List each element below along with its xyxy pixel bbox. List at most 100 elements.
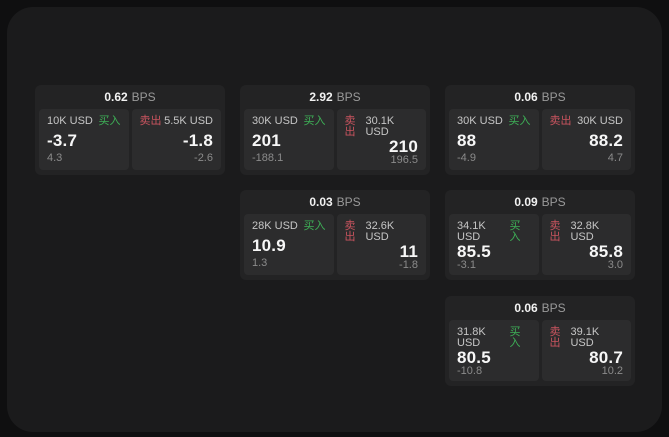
bps-value: 0.06 <box>514 301 538 315</box>
sell-side-label: 卖出 <box>139 115 162 127</box>
sell-panel[interactable]: 卖出 30.1K USD 210 196.5 <box>336 109 426 170</box>
sell-panel[interactable]: 卖出 30K USD 88.2 4.7 <box>541 109 631 170</box>
sell-panel-top: 卖出 5.5K USD <box>140 116 214 127</box>
sell-side-label: 卖出 <box>549 115 572 127</box>
buy-side-label: 买入 <box>509 326 521 349</box>
sell-amount: 30.1K USD <box>365 115 395 138</box>
buy-amount: 34.1K USD <box>457 220 486 243</box>
buy-side-label: 买入 <box>509 220 521 243</box>
bps-unit-label: BPS <box>541 301 566 315</box>
buy-delta: -188.1 <box>252 152 284 164</box>
sell-side-label: 卖出 <box>344 115 356 138</box>
sell-price: 80.7 <box>589 348 623 367</box>
buy-amount: 31.8K USD <box>457 326 486 349</box>
sell-delta: 10.2 <box>601 365 623 377</box>
card-header: 0.09 BPS <box>445 190 635 214</box>
sell-panel[interactable]: 卖出 5.5K USD -1.8 -2.6 <box>131 109 221 170</box>
quote-card: 0.06 BPS 31.8K USD 买入 80.5 -10.8 卖出 39.1… <box>445 296 635 386</box>
sell-panel-top: 卖出 39.1K USD <box>550 327 624 349</box>
sell-panel-top: 卖出 32.6K USD <box>345 221 419 243</box>
buy-panel[interactable]: 34.1K USD 买入 85.5 -3.1 <box>449 214 539 275</box>
buy-price: -3.7 <box>47 130 78 150</box>
bps-value: 0.09 <box>514 195 538 209</box>
quote-card: 0.06 BPS 30K USD 买入 88 -4.9 卖出 30K USD 8… <box>445 85 635 175</box>
buy-delta: -3.1 <box>457 259 476 271</box>
sell-side-label: 卖出 <box>549 220 561 243</box>
buy-side-label: 买入 <box>303 220 326 232</box>
buy-amount: 30K USD <box>252 115 298 127</box>
buy-price: 201 <box>252 130 281 150</box>
quote-panels: 30K USD 买入 201 -188.1 卖出 30.1K USD 210 1… <box>244 109 426 170</box>
buy-side-label: 买入 <box>508 115 531 127</box>
sell-amount: 30K USD <box>577 115 623 127</box>
buy-amount: 28K USD <box>252 220 298 232</box>
buy-panel-top: 10K USD 买入 <box>47 116 121 127</box>
sell-delta: -1.8 <box>399 259 418 271</box>
buy-amount: 10K USD <box>47 115 93 127</box>
app-window: 0.62 BPS 10K USD 买入 -3.7 4.3 卖出 5.5K USD… <box>7 7 662 432</box>
buy-panel[interactable]: 30K USD 买入 88 -4.9 <box>449 109 539 170</box>
buy-panel-top: 30K USD 买入 <box>252 116 326 127</box>
bps-value: 0.03 <box>309 195 333 209</box>
buy-delta: -10.8 <box>457 365 483 377</box>
buy-panel[interactable]: 10K USD 买入 -3.7 4.3 <box>39 109 129 170</box>
sell-delta: 3.0 <box>607 259 623 271</box>
bps-unit-label: BPS <box>541 195 566 209</box>
sell-price: 11 <box>399 242 418 261</box>
sell-price: 210 <box>389 137 418 156</box>
card-header: 0.06 BPS <box>445 296 635 320</box>
sell-price: 88.2 <box>589 130 623 150</box>
sell-panel-top: 卖出 30.1K USD <box>345 116 419 138</box>
buy-price: 88 <box>457 130 477 150</box>
quote-card: 0.03 BPS 28K USD 买入 10.9 1.3 卖出 32.6K US… <box>240 190 430 280</box>
sell-amount: 39.1K USD <box>570 326 600 349</box>
bps-unit-label: BPS <box>541 90 566 104</box>
sell-delta: 4.7 <box>607 152 623 164</box>
bps-value: 0.62 <box>104 90 128 104</box>
quote-card: 0.09 BPS 34.1K USD 买入 85.5 -3.1 卖出 32.8K… <box>445 190 635 280</box>
sell-amount: 32.6K USD <box>365 220 395 243</box>
buy-delta: -4.9 <box>457 152 476 164</box>
buy-panel[interactable]: 28K USD 买入 10.9 1.3 <box>244 214 334 275</box>
sell-panel-top: 卖出 32.8K USD <box>550 221 624 243</box>
buy-side-label: 买入 <box>303 115 326 127</box>
quote-panels: 10K USD 买入 -3.7 4.3 卖出 5.5K USD -1.8 -2.… <box>39 109 221 170</box>
buy-side-label: 买入 <box>98 115 121 127</box>
sell-side-label: 卖出 <box>549 326 561 349</box>
sell-panel[interactable]: 卖出 39.1K USD 80.7 10.2 <box>541 320 631 381</box>
sell-delta: 196.5 <box>390 154 418 166</box>
bps-value: 0.06 <box>514 90 538 104</box>
card-header: 0.62 BPS <box>35 85 225 109</box>
buy-delta: 4.3 <box>47 152 63 164</box>
buy-panel-top: 34.1K USD 买入 <box>457 221 531 243</box>
buy-amount: 30K USD <box>457 115 503 127</box>
buy-delta: 1.3 <box>252 257 268 269</box>
buy-panel-top: 30K USD 买入 <box>457 116 531 127</box>
sell-side-label: 卖出 <box>344 220 356 243</box>
bps-unit-label: BPS <box>336 90 361 104</box>
sell-panel[interactable]: 卖出 32.8K USD 85.8 3.0 <box>541 214 631 275</box>
quote-panels: 31.8K USD 买入 80.5 -10.8 卖出 39.1K USD 80.… <box>449 320 631 381</box>
buy-price: 85.5 <box>457 242 491 261</box>
sell-price: -1.8 <box>182 130 213 150</box>
buy-price: 10.9 <box>252 235 286 255</box>
bps-unit-label: BPS <box>336 195 361 209</box>
bps-unit-label: BPS <box>131 90 156 104</box>
sell-delta: -2.6 <box>194 152 213 164</box>
sell-panel-top: 卖出 30K USD <box>550 116 624 127</box>
quote-card: 2.92 BPS 30K USD 买入 201 -188.1 卖出 30.1K … <box>240 85 430 175</box>
sell-panel[interactable]: 卖出 32.6K USD 11 -1.8 <box>336 214 426 275</box>
quote-panels: 34.1K USD 买入 85.5 -3.1 卖出 32.8K USD 85.8… <box>449 214 631 275</box>
quote-panels: 28K USD 买入 10.9 1.3 卖出 32.6K USD 11 -1.8 <box>244 214 426 275</box>
buy-panel-top: 28K USD 买入 <box>252 221 326 232</box>
buy-panel[interactable]: 31.8K USD 买入 80.5 -10.8 <box>449 320 539 381</box>
buy-price: 80.5 <box>457 348 491 367</box>
sell-amount: 5.5K USD <box>164 115 213 127</box>
card-header: 0.06 BPS <box>445 85 635 109</box>
buy-panel-top: 31.8K USD 买入 <box>457 327 531 349</box>
bps-value: 2.92 <box>309 90 333 104</box>
card-header: 2.92 BPS <box>240 85 430 109</box>
sell-amount: 32.8K USD <box>570 220 600 243</box>
quote-card: 0.62 BPS 10K USD 买入 -3.7 4.3 卖出 5.5K USD… <box>35 85 225 175</box>
buy-panel[interactable]: 30K USD 买入 201 -188.1 <box>244 109 334 170</box>
